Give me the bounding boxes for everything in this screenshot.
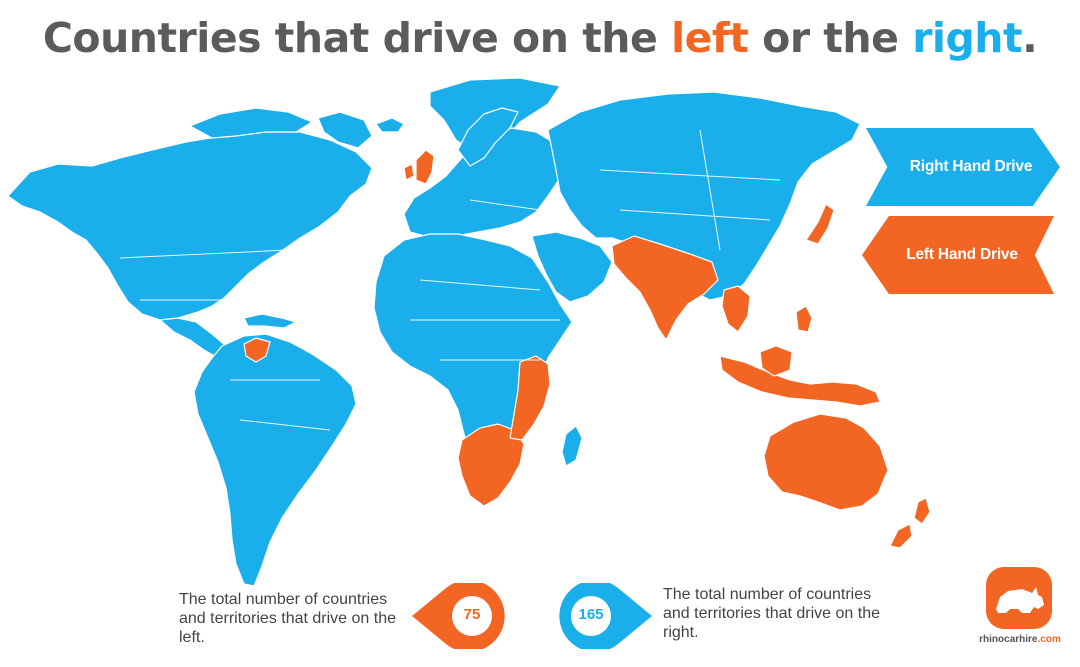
region-india xyxy=(611,235,719,341)
region-new-zealand-south xyxy=(889,523,913,549)
world-map xyxy=(7,77,931,587)
title-middle: or the xyxy=(748,14,913,62)
region-madagascar xyxy=(561,425,583,467)
region-caribbean xyxy=(243,313,297,329)
region-australia xyxy=(763,413,889,511)
right-count-number: 165 xyxy=(578,606,604,623)
left-count-description: The total number of countries and territ… xyxy=(179,591,397,646)
title-suffix: . xyxy=(1022,14,1038,62)
brand-tld: .com xyxy=(1037,634,1061,645)
region-east-africa xyxy=(509,355,551,441)
region-southern-africa xyxy=(457,423,525,507)
region-guianas xyxy=(243,337,271,363)
region-canadian-arctic xyxy=(189,107,313,139)
legend-right-hand-drive: Right Hand Drive xyxy=(866,128,1060,206)
pin-left-shape xyxy=(412,580,505,652)
region-southeast-asia xyxy=(721,285,751,333)
region-arabia xyxy=(531,231,613,303)
left-count-number: 75 xyxy=(463,606,481,623)
region-ireland xyxy=(403,163,415,181)
region-south-america xyxy=(193,333,357,587)
left-count-pin: 75 xyxy=(410,580,516,652)
legend-right-label: Right Hand Drive xyxy=(909,158,1033,175)
region-indonesia xyxy=(719,355,881,407)
map-borders xyxy=(119,129,781,431)
region-philippines xyxy=(795,305,813,333)
title-prefix: Countries that drive on the xyxy=(42,14,672,62)
region-iceland xyxy=(375,117,405,133)
brand-name-text: rhinocarhire xyxy=(979,634,1038,645)
region-new-zealand xyxy=(913,497,931,525)
legend-left-hand-drive: Left Hand Drive xyxy=(862,216,1054,294)
rhino-icon xyxy=(986,567,1052,629)
right-count-description: The total number of countries and territ… xyxy=(663,586,881,641)
region-asia xyxy=(547,91,861,301)
region-north-america xyxy=(7,131,373,321)
region-borneo xyxy=(759,345,793,377)
region-scandinavia xyxy=(457,107,519,167)
brand-logo: rhinocarhire.com xyxy=(974,567,1066,651)
brand-name: rhinocarhire.com xyxy=(974,634,1066,645)
right-count-pin: 165 xyxy=(548,580,654,652)
pin-right-shape xyxy=(559,580,652,652)
region-uk-ireland xyxy=(415,149,435,185)
page-title: Countries that drive on the left or the … xyxy=(0,14,1080,62)
region-baffin xyxy=(317,111,373,149)
title-left-word: left xyxy=(671,14,749,62)
region-japan xyxy=(805,203,835,245)
legend-left-label: Left Hand Drive xyxy=(906,246,1018,263)
title-right-word: right xyxy=(912,14,1023,62)
